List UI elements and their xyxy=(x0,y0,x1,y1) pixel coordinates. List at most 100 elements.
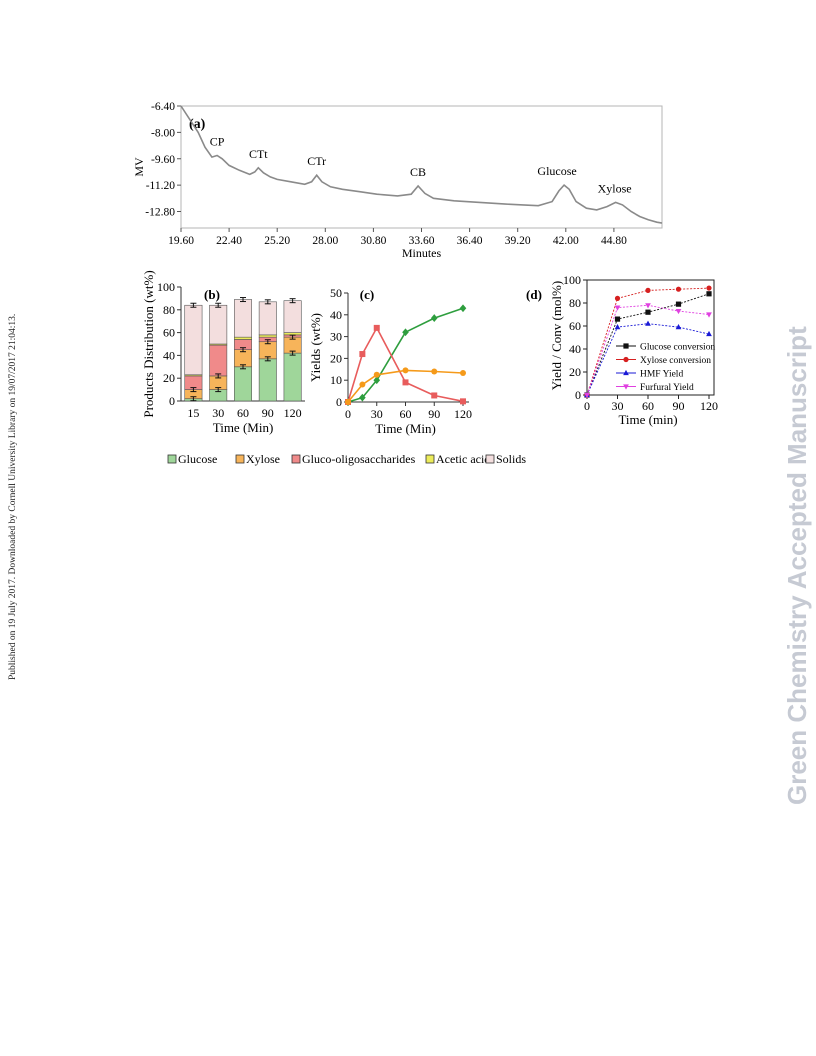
legend-marker xyxy=(623,384,629,390)
data-point xyxy=(614,324,621,330)
x-tick-label: 33.60 xyxy=(409,235,435,247)
series-line xyxy=(347,369,464,403)
legend-label: Furfural Yield xyxy=(640,382,694,393)
x-tick-label: 30.80 xyxy=(360,235,386,247)
x-tick-label: 22.40 xyxy=(216,235,242,247)
data-point xyxy=(402,328,409,337)
x-axis-label: Time (min) xyxy=(618,412,677,427)
legend-marker xyxy=(623,356,629,363)
data-point xyxy=(706,291,712,297)
y-tick-label: -12.80 xyxy=(145,207,175,219)
legend-label: Acetic acid xyxy=(436,452,490,466)
y-tick-label: -11.20 xyxy=(146,180,176,192)
data-point xyxy=(359,393,366,402)
bar-segment xyxy=(209,304,228,345)
y-tick-label: 80 xyxy=(569,296,581,310)
bar-segment xyxy=(283,300,302,333)
data-point xyxy=(345,399,351,405)
legend-swatch xyxy=(485,454,495,464)
legend-label: Xylose conversion xyxy=(640,356,711,366)
x-tick-label: 25.20 xyxy=(264,235,290,247)
y-tick-label: 20 xyxy=(330,351,342,365)
y-tick-label: 40 xyxy=(163,348,175,362)
legend-label: Solids xyxy=(496,452,526,466)
x-tick-label: 0 xyxy=(345,407,351,421)
data-point xyxy=(706,285,712,291)
y-tick-label: 40 xyxy=(330,308,342,322)
legend-label: Glucose conversion xyxy=(640,343,715,353)
panel-b: 0 20 40 60 80 100 15 30 60 90 120 Time (Min) Product… xyxy=(141,270,305,435)
data-point xyxy=(645,309,651,315)
y-tick-label: -9.60 xyxy=(151,154,175,166)
data-point xyxy=(402,367,409,374)
y-tick-label: 30 xyxy=(330,330,342,344)
bar-segment xyxy=(258,334,277,338)
chromatogram-trace xyxy=(180,105,663,224)
data-point xyxy=(614,316,621,322)
x-tick-label: 90 xyxy=(428,407,440,421)
y-tick-label: 0 xyxy=(575,388,581,402)
data-point xyxy=(584,392,590,399)
panel-c: 0 10 20 30 40 50 0 30 60 90 120 Time (Min) Yields (w… xyxy=(308,286,472,436)
y-tick-label: -6.40 xyxy=(151,101,175,113)
bar-segment xyxy=(209,344,228,377)
data-point xyxy=(359,381,366,388)
peak-label: CP xyxy=(210,134,225,148)
legend-label: Xylose xyxy=(246,452,280,466)
x-tick-label: 15 xyxy=(187,406,199,420)
bar-segment xyxy=(258,301,277,336)
data-point xyxy=(706,312,712,318)
y-tick-label: -8.00 xyxy=(151,127,175,139)
y-tick-label: 100 xyxy=(157,280,175,294)
series-line xyxy=(586,287,710,396)
x-tick-label: 28.00 xyxy=(312,235,338,247)
legend-swatch xyxy=(167,454,177,464)
y-axis-label: MV xyxy=(132,157,146,177)
data-point xyxy=(431,368,438,375)
x-tick-label: 30 xyxy=(371,407,383,421)
x-tick-label: 90 xyxy=(262,406,274,420)
data-point xyxy=(373,324,380,331)
peak-label: CTt xyxy=(249,147,268,161)
y-tick-label: 60 xyxy=(569,319,581,333)
watermark-text: Green Chemistry Accepted Manuscript xyxy=(782,326,812,805)
bar-segment xyxy=(258,358,277,402)
legend-label: HMF Yield xyxy=(640,370,683,380)
y-tick-label: 20 xyxy=(569,365,581,379)
x-axis-label: Time (Min) xyxy=(213,420,274,435)
data-point xyxy=(706,330,712,337)
data-point xyxy=(460,398,466,405)
data-point xyxy=(614,305,621,311)
download-note-text: Published on 19 July 2017. Downloaded by… xyxy=(8,314,18,680)
y-tick-label: 10 xyxy=(330,373,342,387)
y-tick-label: 20 xyxy=(163,371,175,385)
panel-label-d: (d) xyxy=(526,287,542,302)
x-tick-label: 60 xyxy=(642,399,654,413)
x-tick-label: 36.40 xyxy=(457,235,483,247)
y-axis-label: Products Distribution (wt%) xyxy=(141,270,156,417)
legend-label: Gluco-oligosaccharides xyxy=(302,452,416,466)
data-point xyxy=(430,314,438,322)
download-note-svg: Published on 19 July 2017. Downloaded by… xyxy=(8,314,18,680)
bar-segment xyxy=(184,304,203,376)
peak-label: CTr xyxy=(307,154,326,168)
panel-label-b: (b) xyxy=(204,287,220,302)
x-tick-label: 60 xyxy=(400,407,412,421)
data-point xyxy=(645,303,651,309)
y-axis-label: Yields (wt%) xyxy=(308,313,323,382)
data-point xyxy=(645,320,651,326)
x-tick-label: 120 xyxy=(454,407,472,421)
plot-frame xyxy=(586,279,715,396)
data-point xyxy=(373,371,380,378)
x-tick-label: 39.20 xyxy=(505,235,531,247)
y-tick-label: 60 xyxy=(163,326,175,340)
bar-segment xyxy=(283,332,302,336)
data-point xyxy=(675,324,682,330)
peak-label: Glucose xyxy=(537,164,576,178)
legend-marker xyxy=(623,343,629,349)
x-axis-label: Minutes xyxy=(402,246,442,260)
data-point xyxy=(359,351,366,358)
bar-segment xyxy=(258,341,277,360)
y-tick-label: 80 xyxy=(163,303,175,317)
